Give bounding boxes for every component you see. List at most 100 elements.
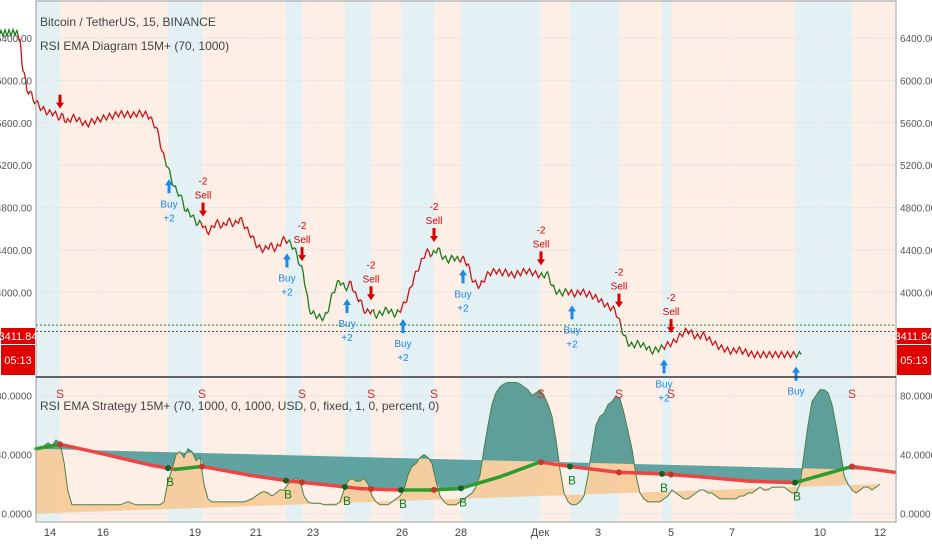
- price-line-segment: [113, 110, 118, 116]
- price-line-segment: [755, 350, 760, 356]
- price-line-segment: [602, 302, 607, 309]
- sell-arrow-icon[interactable]: [298, 247, 306, 262]
- sell-marker-label: S: [615, 387, 623, 401]
- sell-label: Sell: [363, 274, 380, 285]
- price-line-segment: [122, 114, 127, 119]
- price-line-segment: [689, 328, 694, 335]
- price-line-segment: [263, 244, 268, 251]
- symbol-title[interactable]: Bitcoin / TetherUS, 15, BINANCE: [40, 15, 216, 29]
- price-line-segment: [782, 354, 787, 360]
- countdown-left-text: 05:13: [4, 355, 32, 367]
- trade-region-short: [852, 378, 895, 521]
- price-line-segment: [788, 354, 793, 360]
- price-line-segment: [719, 343, 724, 349]
- buy-arrow-icon[interactable]: [568, 305, 576, 320]
- ema-line-segment: [58, 442, 102, 455]
- buy-point-dot: [659, 470, 665, 477]
- price-line-segment: [68, 117, 73, 124]
- price-line-segment: [164, 159, 169, 168]
- price-line-segment: [137, 108, 142, 114]
- strategy-axis-left[interactable]: 80.0000 40.0000 0.0000: [0, 392, 32, 521]
- price-line-segment: [686, 330, 691, 336]
- price-line-segment: [167, 166, 172, 178]
- sell-label: Sell: [294, 235, 311, 246]
- trade-region-short: [302, 1, 345, 377]
- price-line-segment: [416, 264, 421, 272]
- strategy-tick-label-left: 0.0000: [1, 510, 32, 521]
- price-line-segment: [785, 350, 790, 355]
- buy-arrow-icon[interactable]: [283, 253, 291, 268]
- price-line-segment: [473, 279, 478, 286]
- price-line-segment: [428, 251, 433, 258]
- price-line-segment: [257, 243, 262, 250]
- ema-line-segment: [498, 460, 542, 479]
- strategy-title[interactable]: RSI EMA Strategy 15M+ (70, 1000, 0, 1000…: [40, 399, 439, 413]
- price-line-segment: [359, 299, 364, 309]
- time-axis[interactable]: 14 16 19 21 23 26 28 Дек 3 5 7 10 12: [44, 527, 886, 539]
- time-tick-label: 10: [814, 527, 826, 539]
- price-line-segment: [21, 64, 25, 73]
- price-line-segment: [776, 354, 781, 360]
- buy-arrow-icon[interactable]: [165, 179, 173, 194]
- price-tick-label-left: 5600.00: [0, 119, 32, 130]
- trade-region-long: [795, 1, 852, 377]
- price-line-segment: [752, 354, 757, 360]
- strategy-axis-right[interactable]: 80.0000 40.0000 0.0000: [900, 392, 932, 521]
- price-line-segment: [626, 340, 631, 348]
- price-line-segment: [347, 280, 352, 288]
- price-line-segment: [590, 294, 595, 301]
- sell-arrow-icon[interactable]: [56, 94, 64, 109]
- price-line-segment: [461, 255, 466, 262]
- price-line-segment: [716, 345, 721, 351]
- price-line-segment: [521, 267, 526, 273]
- sell-arrow-icon[interactable]: [199, 202, 207, 217]
- sell-arrow-icon[interactable]: [667, 319, 675, 334]
- price-line-segment: [338, 280, 343, 287]
- trade-region-long: [345, 1, 371, 377]
- buy-arrow-icon[interactable]: [792, 366, 800, 381]
- rsi-area-series: [35, 381, 881, 514]
- price-line-segment: [446, 259, 451, 265]
- price-line-segment: [746, 352, 751, 358]
- price-line-segment: [395, 308, 400, 315]
- buy-point-dot: [567, 463, 573, 470]
- price-line-segment: [65, 117, 70, 124]
- sell-arrow-icon[interactable]: [537, 251, 545, 266]
- price-line-segment: [485, 270, 490, 277]
- price-line-segment: [248, 232, 253, 239]
- price-line-segment: [224, 220, 229, 227]
- strategy-tick-label-left: 40.0000: [0, 451, 32, 462]
- buy-arrow-icon[interactable]: [660, 359, 668, 374]
- buy-marker-label: B: [459, 495, 467, 509]
- sell-arrow-icon[interactable]: [615, 293, 623, 308]
- sell-arrow-icon[interactable]: [367, 286, 375, 301]
- sell-qty: -2: [367, 260, 376, 271]
- sell-arrow-icon[interactable]: [430, 228, 438, 243]
- price-line-segment: [23, 71, 28, 92]
- price-line-segment: [758, 354, 763, 360]
- ema-line-segment: [200, 464, 252, 478]
- buy-arrow-icon[interactable]: [399, 319, 407, 334]
- price-tick-label-left: 4000.00: [0, 288, 32, 299]
- plot-frame: [35, 0, 897, 523]
- strategy-tick-label-right: 40.0000: [900, 451, 932, 462]
- time-tick-label: 7: [729, 527, 735, 539]
- price-line-segment: [533, 269, 538, 275]
- last-price-tag-right: 3411.84 05:13: [895, 328, 932, 375]
- price-line-segment: [695, 332, 700, 338]
- strategy-tick-label-right: 0.0000: [900, 510, 931, 521]
- indicator-title[interactable]: RSI EMA Diagram 15M+ (70, 1000): [40, 39, 229, 53]
- strategy-tick-label-right: 80.0000: [900, 392, 932, 403]
- buy-arrow-icon[interactable]: [343, 298, 351, 313]
- ema-line-segment: [318, 482, 362, 491]
- price-line-segment: [479, 279, 484, 287]
- price-line-segment: [302, 271, 307, 291]
- price-line-segment: [524, 270, 529, 276]
- price-line-segment: [356, 297, 361, 303]
- buy-arrow-icon[interactable]: [459, 269, 467, 284]
- price-line-segment: [245, 226, 250, 234]
- time-tick-label: 21: [250, 527, 262, 539]
- price-line-segment: [227, 216, 232, 223]
